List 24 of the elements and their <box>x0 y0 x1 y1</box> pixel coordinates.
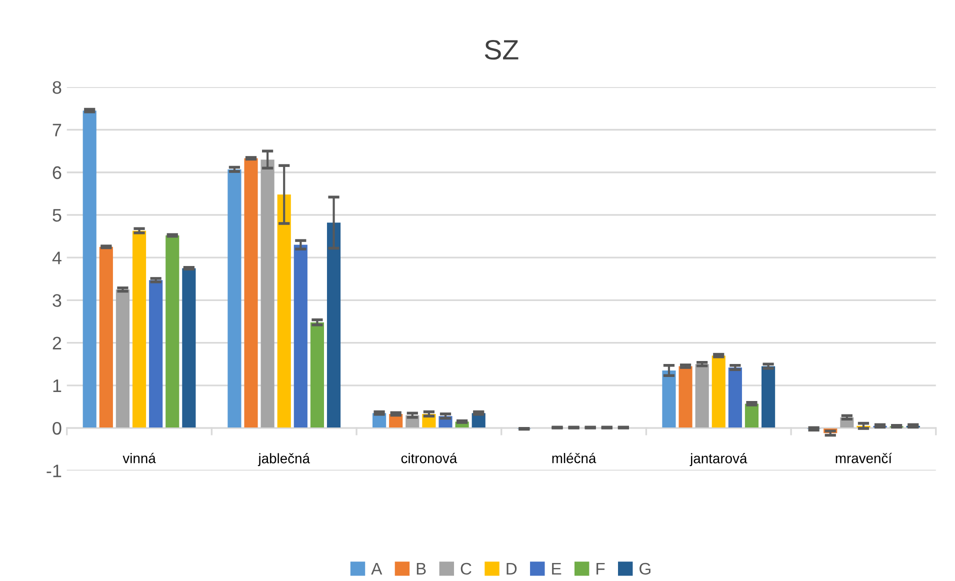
x-tick-label: mravenčí <box>836 452 892 464</box>
y-tick-label: 0 <box>52 422 62 435</box>
y-tick-label: 4 <box>52 252 62 264</box>
x-tick-label: jablečná <box>258 453 310 466</box>
legend-label: C <box>460 562 472 575</box>
legend-label: G <box>640 562 650 575</box>
x-tick-label: vinná <box>122 452 156 464</box>
y-tick-label: 5 <box>52 209 62 222</box>
legend-label: B <box>416 563 426 574</box>
y-tick-label: 8 <box>52 81 62 94</box>
chart-title: SZ <box>484 40 518 60</box>
x-tick-label: jantarová <box>690 453 748 466</box>
y-tick-label: 7 <box>52 124 62 136</box>
y-tick-label: 3 <box>52 294 62 307</box>
legend-label: E <box>552 563 562 574</box>
y-tick-label: 2 <box>52 336 62 350</box>
x-tick-label: citronová <box>401 452 458 464</box>
y-tick-label: -1 <box>46 464 62 478</box>
legend-label: A <box>371 563 382 574</box>
legend-label: D <box>506 563 517 574</box>
x-tick-label: mléčná <box>552 452 596 464</box>
y-tick-label: 1 <box>53 380 62 392</box>
y-tick-label: 6 <box>52 166 62 180</box>
legend-label: F <box>596 563 605 574</box>
